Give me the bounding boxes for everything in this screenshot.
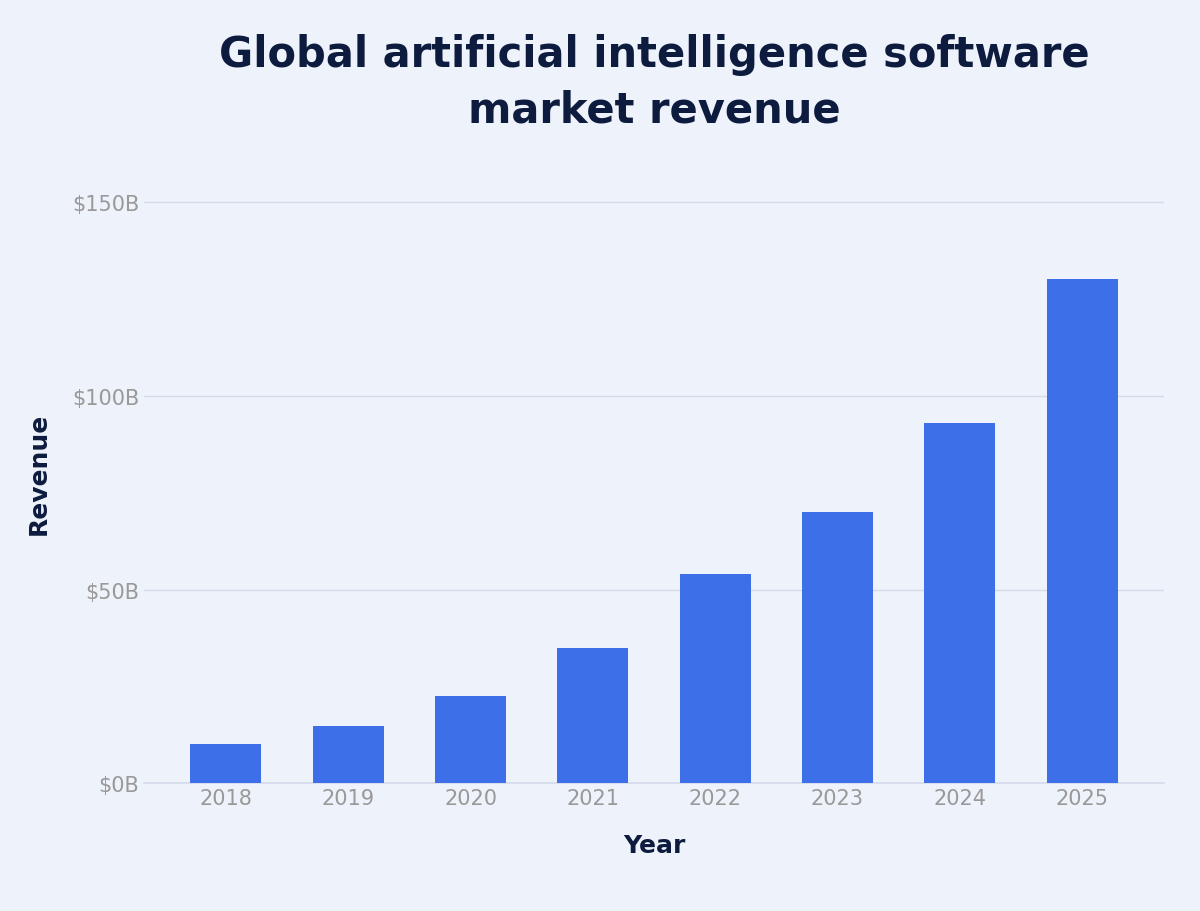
Bar [191, 744, 262, 783]
Y-axis label: Revenue: Revenue [28, 413, 52, 535]
Bar [924, 424, 995, 783]
Bar [313, 727, 384, 783]
Bar [1046, 281, 1117, 783]
Title: Global artificial intelligence software
market revenue: Global artificial intelligence software … [218, 35, 1090, 131]
X-axis label: Year: Year [623, 834, 685, 857]
Bar [557, 649, 629, 783]
Bar [679, 574, 751, 783]
Bar [436, 696, 506, 783]
Bar [802, 512, 872, 783]
